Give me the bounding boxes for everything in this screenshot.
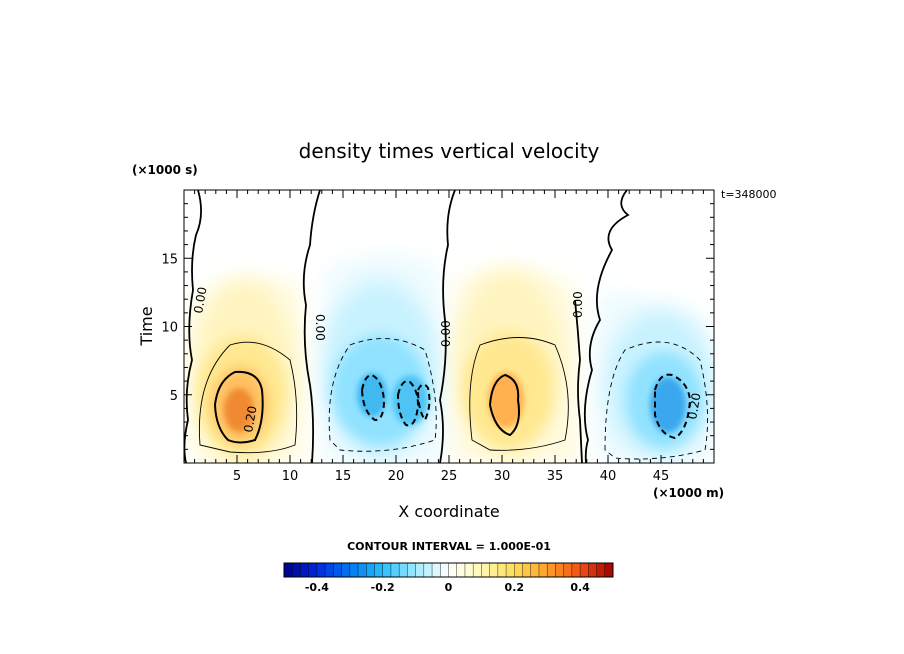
colorbar-bin (456, 563, 466, 577)
x-tick-label: 45 (653, 469, 670, 484)
colorbar-bin (489, 563, 499, 577)
colorbar-bin (366, 563, 375, 577)
colorbar-bin (292, 563, 301, 577)
colorbar-bin (538, 563, 548, 577)
x-axis-label: X coordinate (398, 502, 499, 521)
colorbar-bin (604, 563, 614, 577)
plot-area: 0.00 0.00 0.00 0.00 0.20 0.20 (184, 190, 714, 463)
thick-contours (213, 370, 520, 444)
colorbar-bin (415, 563, 425, 577)
colorbar-bin (390, 563, 400, 577)
y-tick-label: 15 (161, 252, 178, 267)
thick-negative-contours (360, 373, 692, 440)
x-tick-label: 5 (233, 469, 241, 484)
colorbar-bin (407, 563, 416, 577)
contour-label-zero-1: 0.00 (191, 286, 209, 315)
contour-label-zero-2: 0.00 (313, 314, 327, 341)
colorbar-bin (571, 563, 581, 577)
colorbar-bin (514, 563, 523, 577)
colorbar-bin (448, 563, 458, 577)
colorbar-bin (358, 563, 367, 577)
colorbar-bin (341, 563, 351, 577)
colorbar-tick-label: -0.2 (371, 581, 395, 594)
colorbar-bin (497, 563, 507, 577)
contour-label-pos: 0.20 (241, 405, 259, 434)
thin-negative-contours (328, 338, 709, 460)
y-tick-label: 10 (161, 321, 178, 336)
colorbar-bin (308, 563, 318, 577)
colorbar-frame (283, 562, 614, 578)
colorbar-bin (316, 563, 326, 577)
x-tick-label: 15 (335, 469, 352, 484)
y-ticks: 5 10 15 (161, 189, 714, 464)
colorbar-bin (588, 563, 597, 577)
colorbar (283, 562, 614, 578)
contour-label-zero-4: 0.00 (571, 291, 585, 318)
x-tick-label: 40 (600, 469, 617, 484)
colorbar-bin (580, 563, 589, 577)
negative-lobe-center (322, 280, 438, 460)
colorbar-bin (423, 563, 433, 577)
colorbar-bin (481, 563, 490, 577)
colorbar-tick-label: -0.4 (305, 581, 329, 594)
colorbar-bin (374, 563, 383, 577)
colorbar-bin (464, 563, 474, 577)
x-unit-label: (×1000 m) (653, 486, 724, 500)
colorbar-bin (530, 563, 540, 577)
colorbar-bin (506, 563, 515, 577)
time-annotation: t=348000 (721, 188, 777, 201)
colorbar-bin (432, 563, 441, 577)
x-tick-label: 30 (494, 469, 511, 484)
x-tick-label: 10 (282, 469, 299, 484)
zero-contours (184, 190, 630, 463)
colorbar-bin (349, 563, 359, 577)
colorbar-bin (547, 563, 556, 577)
chart-title: density times vertical velocity (299, 139, 600, 163)
colorbar-bin (563, 563, 573, 577)
y-tick-label: 5 (170, 389, 178, 404)
thin-positive-contours (198, 337, 569, 454)
y-axis-label: Time (137, 306, 156, 346)
colorbar-bin (522, 563, 532, 577)
positive-lobe-east (455, 270, 565, 460)
colorbar-tick-label: 0.2 (505, 581, 525, 594)
contour-labels: 0.00 0.00 0.00 0.00 0.20 0.20 (191, 286, 703, 434)
x-ticks: 5 10 15 20 25 30 35 40 45 (183, 190, 715, 484)
colorbar-bin (300, 563, 309, 577)
colorbar-tick-label: 0.4 (570, 581, 590, 594)
contour-label-neg: 0.20 (685, 392, 703, 421)
negative-lobe-far-east (605, 310, 714, 460)
x-tick-label: 25 (441, 469, 458, 484)
contour-label-zero-3: 0.00 (439, 320, 453, 347)
colorbar-bin (333, 563, 342, 577)
colorbar-tick-label: 0 (445, 581, 453, 594)
colorbar-ticks: -0.4 -0.2 0 0.2 0.4 (305, 581, 590, 594)
colorbar-bin (325, 563, 334, 577)
y-unit-label: (×1000 s) (132, 163, 198, 177)
colorbar-bin (596, 563, 606, 577)
contour-interval: CONTOUR INTERVAL = 1.000E-01 (347, 540, 551, 553)
colorbar-bin (284, 563, 293, 577)
x-tick-label: 35 (547, 469, 564, 484)
x-tick-label: 20 (388, 469, 405, 484)
colorbar-bin (440, 563, 449, 577)
colorbar-bin (473, 563, 482, 577)
colorbar-bin (399, 563, 408, 577)
colorbar-bin (382, 563, 392, 577)
colorbar-bin (555, 563, 564, 577)
